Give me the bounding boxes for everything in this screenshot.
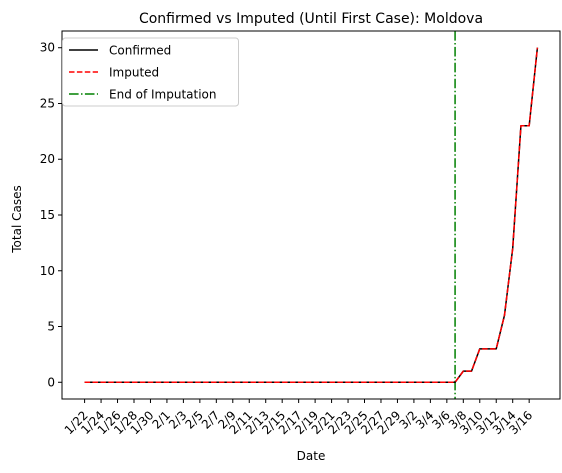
legend-box <box>62 37 239 107</box>
series-layer <box>84 47 539 384</box>
y-tick-label: 15 <box>40 208 55 222</box>
legend-imputed-label: Imputed <box>109 66 159 80</box>
y-tick-label: 10 <box>40 264 55 278</box>
y-axis-ticks: 0 5 10 15 20 25 30 <box>40 41 62 389</box>
y-tick-label: 25 <box>40 96 55 110</box>
y-tick-label: 20 <box>40 152 55 166</box>
y-axis-label: Total Cases <box>10 185 24 253</box>
legend-vline-label: End of Imputation <box>109 88 217 102</box>
x-axis-label: Date <box>297 449 326 463</box>
x-axis-ticks: 1/221/241/261/281/302/12/32/52/72/92/112… <box>62 399 535 437</box>
legend-confirmed-label: Confirmed <box>109 44 171 58</box>
legend: Confirmed Imputed End of Imputation <box>62 37 239 107</box>
imputed-series-line <box>84 47 539 384</box>
chart-title: Confirmed vs Imputed (Until First Case):… <box>139 11 483 27</box>
y-tick-label: 30 <box>40 41 55 55</box>
plot-frame <box>61 30 561 400</box>
y-tick-label: 5 <box>47 320 55 334</box>
y-tick-label: 0 <box>47 375 55 389</box>
